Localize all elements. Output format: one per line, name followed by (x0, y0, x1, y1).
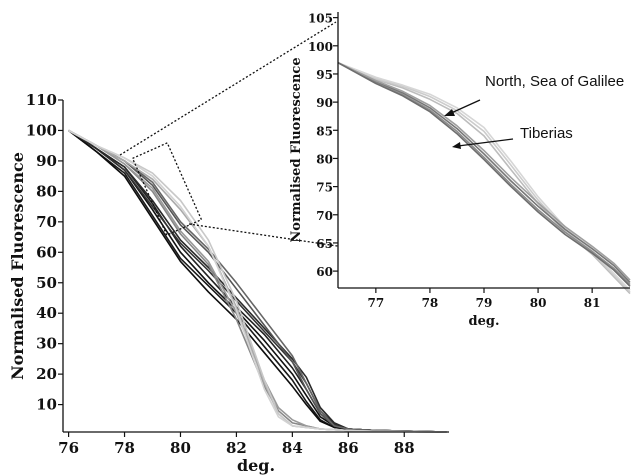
inset-y-tick-label: 95 (316, 68, 333, 82)
inset-x-ticks: 77 78 79 80 81 (368, 288, 601, 310)
annotation-tiberias-arrow-line (457, 138, 514, 147)
inset-series-group (337, 61, 631, 295)
inset-series-line-5 (337, 61, 631, 286)
inset-series-line-6 (337, 61, 631, 281)
inset-y-axis-label: Normalised Fluorescence (289, 57, 304, 242)
main-y-tick-label: 30 (36, 335, 57, 353)
inset-x-tick-label: 78 (422, 296, 439, 310)
annotation-tiberias: Tiberias (520, 125, 573, 142)
main-y-tick-label: 60 (36, 243, 57, 261)
inset-y-tick-label: 70 (316, 209, 333, 223)
main-x-tick-label: 82 (226, 439, 247, 457)
main-y-tick-label: 40 (36, 304, 57, 322)
inset-y-tick-label: 85 (316, 124, 333, 138)
main-y-tick-label: 20 (36, 365, 57, 383)
inset-x-tick-label: 79 (476, 296, 493, 310)
inset-y-tick-label: 100 (308, 40, 333, 54)
main-x-tick-label: 84 (282, 439, 303, 457)
inset-y-tick-label: 60 (316, 265, 333, 279)
inset-y-tick-label: 80 (316, 152, 333, 166)
inset-series-line-4 (337, 61, 631, 283)
main-x-tick-label: 78 (114, 439, 135, 457)
main-series-line-13 (68, 129, 447, 433)
inset-x-tick-label: 80 (530, 296, 547, 310)
annotation-north-arrow-line (448, 99, 481, 115)
main-series-line-8 (68, 129, 447, 433)
inset-x-tick-label: 81 (584, 296, 601, 310)
main-x-tick-label: 80 (170, 439, 191, 457)
main-y-axis-label: Normalised Fluorescence (8, 152, 27, 380)
zoom-region (131, 142, 203, 236)
main-y-tick-label: 90 (36, 152, 57, 170)
inset-y-tick-label: 75 (316, 181, 333, 195)
main-y-tick-label: 50 (36, 274, 57, 292)
main-series-group (68, 129, 447, 433)
main-y-tick-label: 80 (36, 182, 57, 200)
main-x-axis-label: deg. (237, 456, 275, 475)
main-y-tick-label: 110 (26, 91, 57, 109)
main-x-tick-label: 76 (58, 439, 79, 457)
inset-x-tick-label: 77 (368, 296, 385, 310)
annotation-tiberias-arrowhead (452, 142, 461, 149)
inset-y-ticks: 60 65 70 75 80 85 90 95 100 105 (308, 12, 338, 279)
main-x-tick-label: 86 (338, 439, 359, 457)
main-y-tick-label: 10 (36, 396, 57, 414)
main-y-tick-label: 70 (36, 213, 57, 231)
inset-y-tick-label: 90 (316, 96, 333, 110)
inset-x-axis-label: deg. (469, 314, 500, 329)
inset-series-line-7 (337, 61, 631, 287)
annotation-north-sea-of-galilee: North, Sea of Galilee (485, 73, 624, 90)
inset-series-line-1 (337, 61, 631, 295)
main-x-tick-label: 88 (394, 439, 415, 457)
main-series-line-6 (68, 129, 447, 433)
main-x-ticks: 76 78 80 82 84 86 88 (58, 432, 415, 457)
main-y-ticks: 10 20 30 40 50 60 70 80 90 100 110 (26, 91, 63, 414)
inset-y-tick-label: 105 (308, 12, 333, 26)
inset-y-tick-label: 65 (316, 237, 333, 251)
annotation-north-arrowhead (444, 109, 455, 116)
main-y-tick-label: 100 (26, 121, 57, 139)
inset-chart: 60 65 70 75 80 85 90 95 100 105 77 78 79 80 81 deg. N… (289, 12, 631, 329)
